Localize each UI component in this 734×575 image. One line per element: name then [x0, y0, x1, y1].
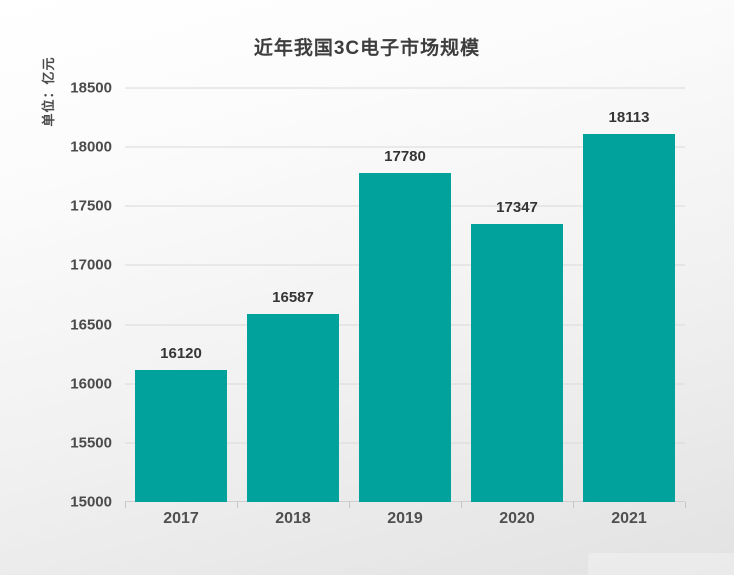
- y-tick-label: 15000: [70, 493, 112, 511]
- gridline: [125, 87, 685, 89]
- x-tick-label: 2018: [275, 510, 311, 527]
- gridline: [125, 146, 685, 148]
- bar-slot: 18113 2021: [573, 88, 685, 527]
- watermark: [588, 553, 734, 575]
- plot-area: 15000 15500 16000 16500 17000 17500 18000 18500…: [70, 80, 686, 527]
- x-tick-label: 2017: [163, 510, 199, 527]
- bar-value-label: 16120: [160, 344, 202, 362]
- bar: [247, 314, 339, 502]
- bar-slot: 16587 2018: [237, 88, 349, 527]
- x-axis-tick: [125, 502, 126, 508]
- y-tick-label: 15500: [70, 434, 112, 452]
- y-tick-label: 16000: [70, 375, 112, 393]
- bar-slot: 17347 2020: [461, 88, 573, 527]
- bar-value-label: 16587: [272, 289, 314, 307]
- bar: [359, 173, 451, 502]
- bar-slot: 16120 2017: [125, 88, 237, 527]
- bar: [583, 133, 675, 502]
- y-axis-unit-label: 单位：亿元: [41, 56, 56, 127]
- bar: [471, 224, 563, 502]
- x-axis-tick: [349, 502, 350, 508]
- bar-value-label: 17347: [496, 199, 538, 217]
- bar-value-label: 17780: [384, 148, 426, 166]
- x-axis-tick: [461, 502, 462, 508]
- y-tick-label: 18000: [70, 138, 112, 156]
- y-tick-label: 18500: [70, 79, 112, 97]
- bar-slot: 17780 2019: [349, 88, 461, 527]
- x-tick-label: 2021: [611, 510, 647, 527]
- x-tick-label: 2020: [499, 510, 535, 527]
- x-tick-label: 2019: [387, 510, 423, 527]
- bar: [135, 369, 227, 502]
- y-tick-label: 17500: [70, 197, 112, 215]
- y-tick-label: 17000: [70, 256, 112, 274]
- y-tick-label: 16500: [70, 316, 112, 334]
- x-axis-tick: [237, 502, 238, 508]
- chart-title: 近年我国3C电子市场规模: [253, 38, 481, 59]
- x-axis-tick: [685, 502, 686, 508]
- x-axis-tick: [573, 502, 574, 508]
- bar-value-label: 18113: [608, 108, 650, 126]
